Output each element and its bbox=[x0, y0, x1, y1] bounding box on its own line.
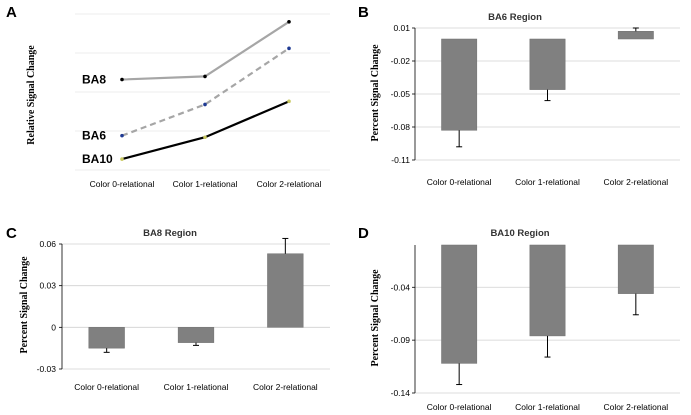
panel-a-point bbox=[203, 102, 207, 107]
panel-b-category-label: Color 1-relational bbox=[515, 177, 580, 187]
panel-a-point bbox=[120, 133, 124, 138]
panel-b-ytick-label: 0.01 bbox=[393, 23, 410, 33]
panel-d-plot: -0.04 -0.09 -0.14 Color 0-relational Color 1… bbox=[391, 244, 680, 412]
panel-a-series-ba10-line bbox=[121, 100, 290, 161]
panel-a-point bbox=[120, 77, 124, 82]
panel-a-series-ba8-line bbox=[121, 20, 290, 81]
panel-a-series-label: BA6 bbox=[82, 129, 106, 143]
panel-c-ytick-label: 0.06 bbox=[39, 239, 56, 249]
panel-d-ytick-label: -0.04 bbox=[391, 282, 411, 292]
panel-d-ytick-label: -0.09 bbox=[391, 335, 411, 345]
panel-a-point bbox=[203, 74, 207, 79]
panel-letter-a: A bbox=[6, 4, 17, 21]
panel-a-category-label: Color 0-relational bbox=[90, 179, 155, 189]
panel-a-point bbox=[203, 135, 207, 140]
panel-b-ytick-label: -0.05 bbox=[391, 89, 411, 99]
panel-c-plot: 0.06 0.03 0 -0.03 Color 0-relational Color 1-… bbox=[37, 237, 330, 392]
panel-c-ytick-label: 0.03 bbox=[39, 281, 56, 291]
panel-b-ytick-label: -0.02 bbox=[391, 56, 411, 66]
panel-b-bar bbox=[617, 31, 654, 40]
panel-c-bar bbox=[88, 327, 125, 349]
panel-b-title: BA6 Region bbox=[488, 12, 542, 23]
panel-c-bar bbox=[177, 327, 215, 343]
panel-a-series-label: BA10 bbox=[82, 152, 113, 166]
panel-d-bar bbox=[617, 244, 654, 294]
panel-a-point bbox=[287, 46, 291, 51]
panel-d-title: BA10 Region bbox=[490, 228, 549, 239]
panel-d-category-label: Color 1-relational bbox=[515, 402, 580, 412]
panel-b-category-label: Color 0-relational bbox=[427, 177, 492, 187]
panel-d-bar bbox=[441, 244, 478, 364]
panel-a-plot: BA8 BA6 BA10 Color 0-relational Color 1-rela… bbox=[75, 13, 330, 189]
panel-letter-b: B bbox=[358, 4, 369, 21]
panel-letter-d: D bbox=[358, 225, 369, 242]
panel-b-category-label: Color 2-relational bbox=[603, 177, 668, 187]
panel-b-ytick-label: -0.11 bbox=[391, 155, 410, 165]
panel-a-category-label: Color 1-relational bbox=[173, 179, 238, 189]
panel-a-series-label: BA8 bbox=[82, 73, 106, 87]
panel-d-ytick-label: -0.14 bbox=[391, 388, 411, 398]
panel-b-ylabel: Percent Signal Change bbox=[370, 44, 381, 142]
panel-d-ylabel: Percent Signal Change bbox=[370, 269, 381, 367]
panel-c-category-label: Color 1-relational bbox=[164, 382, 229, 392]
panel-letter-c: C bbox=[6, 225, 17, 242]
panel-a-point bbox=[287, 20, 291, 24]
panel-c-ytick-label: -0.03 bbox=[37, 364, 57, 374]
panel-d-category-label: Color 2-relational bbox=[603, 402, 668, 412]
panel-c-ytick-label: 0 bbox=[51, 322, 56, 332]
panel-c-title: BA8 Region bbox=[143, 228, 197, 239]
panel-a-point bbox=[287, 99, 291, 104]
panel-c-category-label: Color 0-relational bbox=[74, 382, 139, 392]
panel-b-bar bbox=[441, 38, 478, 131]
panel-a-ylabel: Relative Signal Change bbox=[26, 45, 37, 145]
panel-b-bar bbox=[529, 38, 566, 90]
panel-b-plot: 0.01 -0.02 -0.05 -0.08 -0.11 Color 0-relation… bbox=[391, 23, 680, 187]
panel-a-category-label: Color 2-relational bbox=[257, 179, 322, 189]
panel-d-category-label: Color 0-relational bbox=[427, 402, 492, 412]
panel-c-bar bbox=[267, 253, 304, 328]
panel-c-ylabel: Percent Signal Change bbox=[19, 256, 30, 354]
panel-c-category-label: Color 2-relational bbox=[253, 382, 318, 392]
panel-d-bar bbox=[529, 244, 566, 337]
panel-b-ytick-label: -0.08 bbox=[391, 122, 411, 132]
panel-a-point bbox=[120, 157, 124, 161]
